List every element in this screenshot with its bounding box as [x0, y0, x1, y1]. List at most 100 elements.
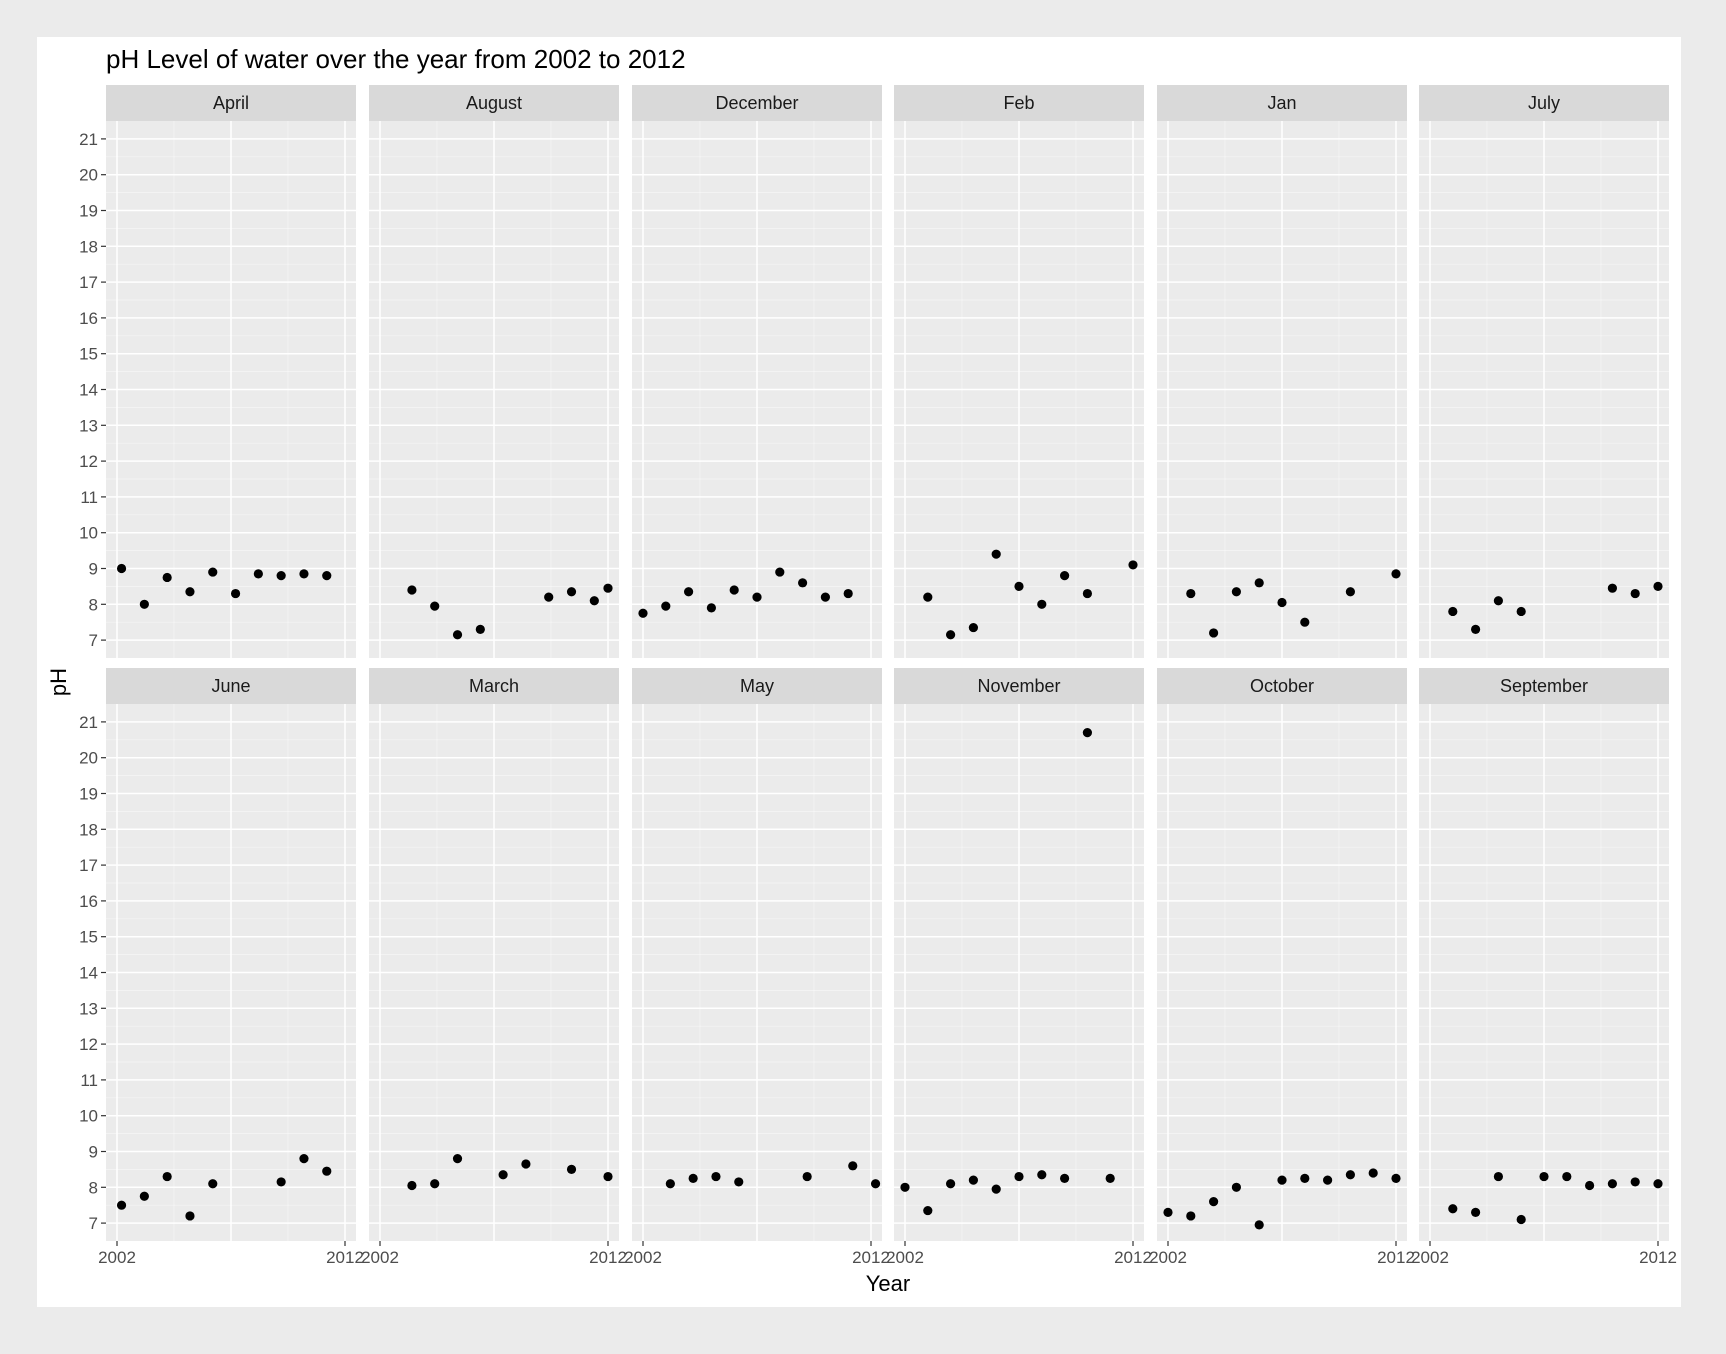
data-point: [1277, 1175, 1287, 1185]
facet-may: May 2002 2012: [624, 668, 890, 1267]
data-point: [1493, 596, 1503, 606]
y-tick-label: 17: [79, 273, 98, 292]
facet-strip: [1157, 668, 1407, 704]
data-point: [544, 592, 554, 602]
data-point: [946, 630, 956, 640]
facet-march: March 2002 2012: [361, 668, 627, 1267]
y-tick-label: 12: [79, 452, 98, 471]
y-tick-label: 18: [79, 820, 98, 839]
data-point: [1653, 1179, 1663, 1189]
data-point: [299, 1154, 309, 1164]
data-point: [848, 1161, 858, 1171]
data-point: [566, 587, 577, 597]
data-point: [734, 1177, 744, 1187]
facet-strip-label: June: [211, 676, 250, 696]
data-point: [1607, 583, 1617, 593]
x-tick-label: 2002: [624, 1248, 662, 1267]
data-point: [276, 571, 286, 581]
facet-strip-label: November: [977, 676, 1060, 696]
y-tick-label: 11: [80, 1071, 98, 1090]
data-point: [870, 1179, 881, 1189]
y-tick-label: 12: [79, 1035, 98, 1054]
data-point: [1300, 1173, 1310, 1183]
data-point: [116, 1200, 127, 1210]
data-point: [452, 1154, 463, 1164]
y-tick-label: 11: [80, 488, 98, 507]
data-point: [322, 1166, 332, 1176]
facet-strip: [1419, 85, 1669, 121]
data-point: [661, 601, 671, 611]
facet-jan: Jan: [1157, 85, 1407, 658]
data-point: [230, 588, 241, 599]
y-axis-title: pH: [46, 668, 71, 696]
data-point: [185, 1211, 195, 1221]
data-point: [638, 608, 648, 618]
facet-scatter-chart: pH Level of water over the year from 200…: [46, 44, 1677, 1296]
data-point: [968, 622, 979, 633]
facet-september: September 2002 2012: [1411, 668, 1677, 1267]
facet-strip: [1157, 85, 1407, 121]
facet-october: October 2002 2012: [1149, 668, 1415, 1267]
data-point: [802, 1171, 812, 1182]
data-point: [1082, 728, 1092, 738]
data-point: [1105, 1173, 1115, 1183]
y-tick-label: 8: [89, 1178, 98, 1197]
facet-strip-label: March: [469, 676, 519, 696]
data-point: [729, 585, 739, 595]
data-point: [1630, 1177, 1640, 1187]
facet-strip-label: December: [715, 93, 798, 113]
data-point: [430, 601, 440, 611]
facet-strip: [106, 668, 356, 704]
data-point: [276, 1177, 286, 1187]
data-point: [1186, 1211, 1196, 1221]
y-tick-label: 8: [89, 595, 98, 614]
data-point: [843, 588, 853, 599]
data-point: [1345, 587, 1355, 597]
data-point: [1448, 1204, 1458, 1214]
data-point: [1082, 588, 1092, 599]
data-point: [1254, 578, 1264, 588]
facet-august: August: [369, 85, 619, 658]
x-tick-label: 2002: [98, 1248, 136, 1267]
data-point: [1060, 571, 1070, 581]
chart-frame: pH Level of water over the year from 200…: [37, 37, 1681, 1307]
facet-strip: [1419, 668, 1669, 704]
x-tick-label: 2002: [1411, 1248, 1449, 1267]
data-point: [711, 1171, 721, 1182]
data-point: [706, 603, 717, 613]
data-point: [1014, 581, 1024, 592]
facet-strip-label: August: [466, 93, 522, 113]
data-point: [589, 596, 599, 606]
data-point: [968, 1175, 979, 1185]
data-point: [1060, 1173, 1070, 1183]
data-point: [603, 1171, 613, 1182]
data-point: [1653, 581, 1663, 592]
data-point: [1585, 1180, 1595, 1191]
data-point: [452, 630, 463, 640]
data-point: [475, 624, 485, 634]
data-point: [1516, 1214, 1526, 1225]
data-point: [299, 569, 309, 579]
data-point: [1516, 606, 1526, 617]
facet-strip: [632, 668, 882, 704]
data-point: [991, 549, 1001, 559]
data-point: [1037, 599, 1047, 609]
data-point: [498, 1170, 508, 1180]
y-tick-label: 10: [79, 1107, 98, 1126]
facet-strip: [632, 85, 882, 121]
data-point: [407, 1180, 417, 1191]
data-point: [1186, 588, 1196, 599]
data-point: [1323, 1175, 1333, 1185]
data-point: [1391, 569, 1401, 579]
data-point: [116, 563, 127, 574]
data-point: [820, 592, 831, 602]
data-point: [1539, 1171, 1549, 1182]
facet-strip: [369, 85, 619, 121]
facet-strip: [106, 85, 356, 121]
data-point: [1345, 1170, 1355, 1180]
y-tick-label: 9: [89, 560, 98, 579]
data-point: [521, 1159, 531, 1169]
data-point: [1391, 1173, 1401, 1183]
y-tick-label: 14: [79, 964, 98, 983]
facet-april: April 7 8 9 10 11 12 13 14 15 16 17 18 19 20 21: [79, 85, 356, 658]
